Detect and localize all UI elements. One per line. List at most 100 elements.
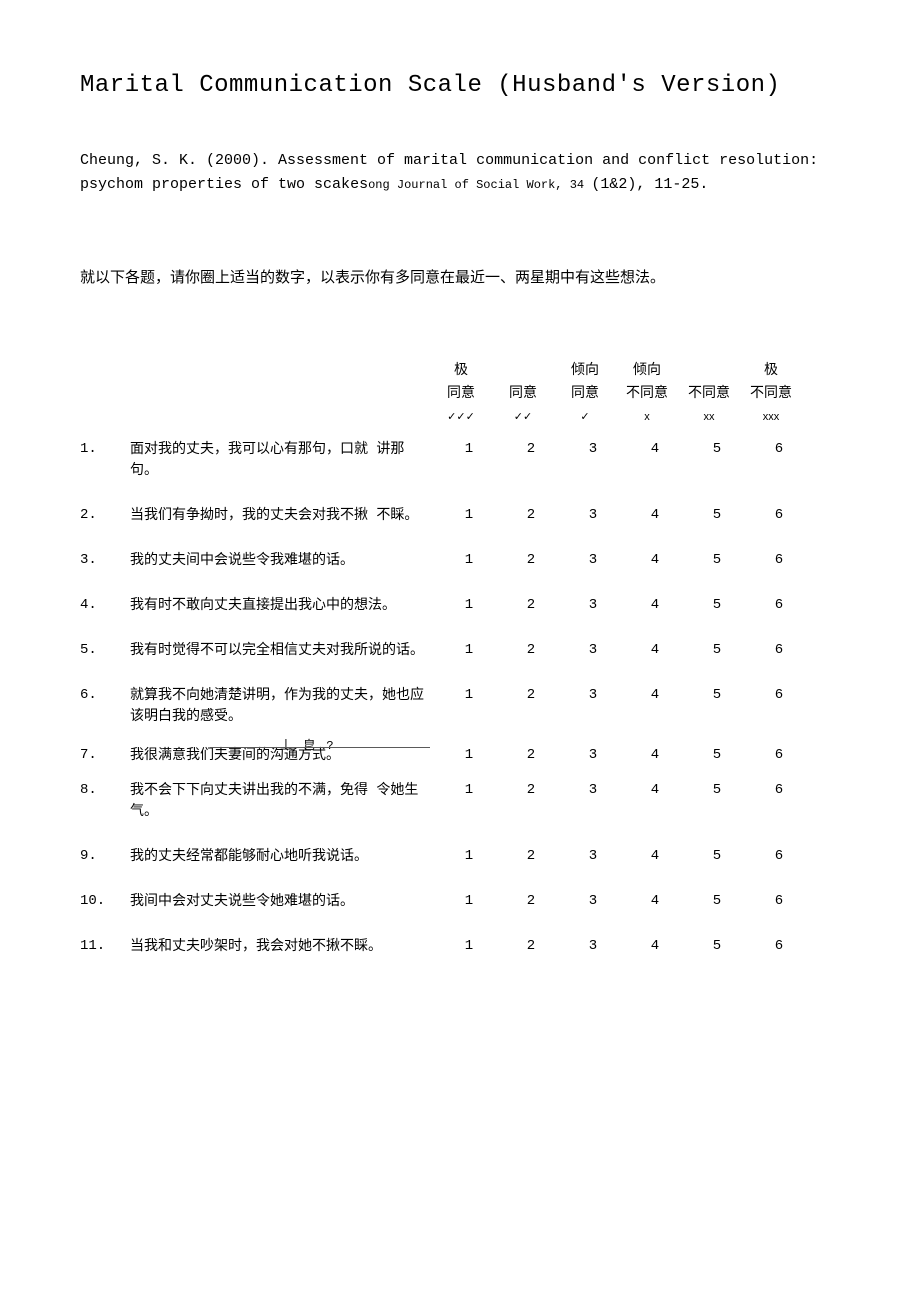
header-col-4-line1: 倾向 — [616, 361, 678, 382]
rating-option-2[interactable]: 2 — [500, 506, 562, 523]
rating-option-1[interactable]: 1 — [438, 641, 500, 658]
question-text: 当我们有争拗时，我的丈夫会对我不揪 不睬。 — [130, 506, 438, 527]
rating-option-2[interactable]: 2 — [500, 686, 562, 703]
rating-option-2[interactable]: 2 — [500, 746, 562, 763]
rating-option-4[interactable]: 4 — [624, 440, 686, 457]
question-row: 2.当我们有争拗时，我的丈夫会对我不揪 不睬。123456 — [80, 506, 840, 527]
artifact-text: 丄 皀 ? — [280, 736, 336, 753]
rating-option-6[interactable]: 6 — [748, 937, 810, 954]
rating-option-1[interactable]: 1 — [438, 937, 500, 954]
header-col-2-line1 — [492, 361, 554, 382]
rating-option-5[interactable]: 5 — [686, 937, 748, 954]
rating-option-4[interactable]: 4 — [624, 892, 686, 909]
rating-option-3[interactable]: 3 — [562, 746, 624, 763]
question-text: 就算我不向她清楚讲明，作为我的丈夫，她也应该明白我的感受。 — [130, 686, 438, 728]
rating-option-5[interactable]: 5 — [686, 596, 748, 613]
question-number: 10. — [80, 892, 130, 909]
rating-option-3[interactable]: 3 — [562, 847, 624, 864]
citation-small: ong Journal of Social Work, 34 — [368, 178, 591, 192]
rating-option-6[interactable]: 6 — [748, 847, 810, 864]
question-text: 面对我的丈夫，我可以心有那句，口就 讲那句。 — [130, 440, 438, 482]
header-line-1: 极 倾向 倾向 极 — [80, 361, 840, 382]
rating-option-3[interactable]: 3 — [562, 892, 624, 909]
rating-option-2[interactable]: 2 — [500, 641, 562, 658]
question-row: 7.我很满意我们夫妻间的沟通方式。123456 — [80, 746, 840, 767]
header-sym-4: x — [644, 411, 650, 423]
rating-option-6[interactable]: 6 — [748, 551, 810, 568]
question-number: 2. — [80, 506, 130, 523]
header-col-3-line2: 同意 — [554, 384, 616, 405]
rating-option-3[interactable]: 3 — [562, 641, 624, 658]
rating-option-5[interactable]: 5 — [686, 781, 748, 798]
question-number: 3. — [80, 551, 130, 568]
rating-option-5[interactable]: 5 — [686, 746, 748, 763]
question-number: 7. — [80, 746, 130, 763]
header-col-2-line2: 同意 — [492, 384, 554, 405]
rating-option-1[interactable]: 1 — [438, 551, 500, 568]
rating-option-6[interactable]: 6 — [748, 746, 810, 763]
rating-option-1[interactable]: 1 — [438, 847, 500, 864]
rating-option-4[interactable]: 4 — [624, 686, 686, 703]
rating-option-6[interactable]: 6 — [748, 440, 810, 457]
rating-option-5[interactable]: 5 — [686, 847, 748, 864]
question-number: 6. — [80, 686, 130, 703]
rating-option-3[interactable]: 3 — [562, 506, 624, 523]
question-row: 5.我有时觉得不可以完全相信丈夫对我所说的话。123456 — [80, 641, 840, 662]
rating-option-1[interactable]: 1 — [438, 892, 500, 909]
rating-option-4[interactable]: 4 — [624, 641, 686, 658]
rating-option-5[interactable]: 5 — [686, 892, 748, 909]
question-text: 我间中会对丈夫说些令她难堪的话。 — [130, 892, 438, 913]
header-col-4-line2: 不同意 — [616, 384, 678, 405]
rating-option-2[interactable]: 2 — [500, 847, 562, 864]
rating-option-5[interactable]: 5 — [686, 440, 748, 457]
question-number: 11. — [80, 937, 130, 954]
question-text: 我有时不敢向丈夫直接提出我心中的想法。 — [130, 596, 438, 617]
rating-option-2[interactable]: 2 — [500, 781, 562, 798]
rating-option-4[interactable]: 4 — [624, 551, 686, 568]
rating-option-1[interactable]: 1 — [438, 746, 500, 763]
rating-option-3[interactable]: 3 — [562, 781, 624, 798]
rating-option-1[interactable]: 1 — [438, 686, 500, 703]
rating-option-6[interactable]: 6 — [748, 596, 810, 613]
rating-option-4[interactable]: 4 — [624, 746, 686, 763]
rating-option-5[interactable]: 5 — [686, 506, 748, 523]
rating-option-6[interactable]: 6 — [748, 781, 810, 798]
rating-option-5[interactable]: 5 — [686, 686, 748, 703]
question-text: 当我和丈夫吵架时，我会对她不揪不睬。 — [130, 937, 438, 958]
rating-option-5[interactable]: 5 — [686, 551, 748, 568]
rating-option-4[interactable]: 4 — [624, 596, 686, 613]
rating-option-2[interactable]: 2 — [500, 892, 562, 909]
rating-option-2[interactable]: 2 — [500, 937, 562, 954]
rating-option-3[interactable]: 3 — [562, 686, 624, 703]
page-title: Marital Communication Scale (Husband's V… — [80, 72, 840, 99]
header-col-1-line2: 同意 — [430, 384, 492, 405]
rating-option-3[interactable]: 3 — [562, 596, 624, 613]
rating-option-6[interactable]: 6 — [748, 892, 810, 909]
scale-table: 极 倾向 倾向 极 同意 同意 同意 不同意 不同意 不同意 ✓✓✓ ✓✓ ✓ … — [80, 361, 840, 958]
question-number: 9. — [80, 847, 130, 864]
rating-option-2[interactable]: 2 — [500, 551, 562, 568]
rating-option-2[interactable]: 2 — [500, 596, 562, 613]
rating-option-4[interactable]: 4 — [624, 937, 686, 954]
question-text: 我的丈夫经常都能够耐心地听我说话。 — [130, 847, 438, 868]
rating-option-4[interactable]: 4 — [624, 781, 686, 798]
rating-option-1[interactable]: 1 — [438, 506, 500, 523]
rating-option-6[interactable]: 6 — [748, 506, 810, 523]
rating-option-4[interactable]: 4 — [624, 506, 686, 523]
instruction-text: 就以下各题，请你圈上适当的数字，以表示你有多同意在最近一、两星期中有这些想法。 — [80, 267, 840, 291]
divider-line — [210, 747, 430, 748]
header-col-6-line2: 不同意 — [740, 384, 802, 405]
rating-option-3[interactable]: 3 — [562, 440, 624, 457]
rating-option-4[interactable]: 4 — [624, 847, 686, 864]
question-row: 11.当我和丈夫吵架时，我会对她不揪不睬。123456 — [80, 937, 840, 958]
rating-option-1[interactable]: 1 — [438, 440, 500, 457]
rating-option-3[interactable]: 3 — [562, 551, 624, 568]
rating-option-6[interactable]: 6 — [748, 686, 810, 703]
rating-option-1[interactable]: 1 — [438, 781, 500, 798]
rating-option-1[interactable]: 1 — [438, 596, 500, 613]
rating-option-6[interactable]: 6 — [748, 641, 810, 658]
question-number: 8. — [80, 781, 130, 798]
rating-option-2[interactable]: 2 — [500, 440, 562, 457]
rating-option-5[interactable]: 5 — [686, 641, 748, 658]
rating-option-3[interactable]: 3 — [562, 937, 624, 954]
